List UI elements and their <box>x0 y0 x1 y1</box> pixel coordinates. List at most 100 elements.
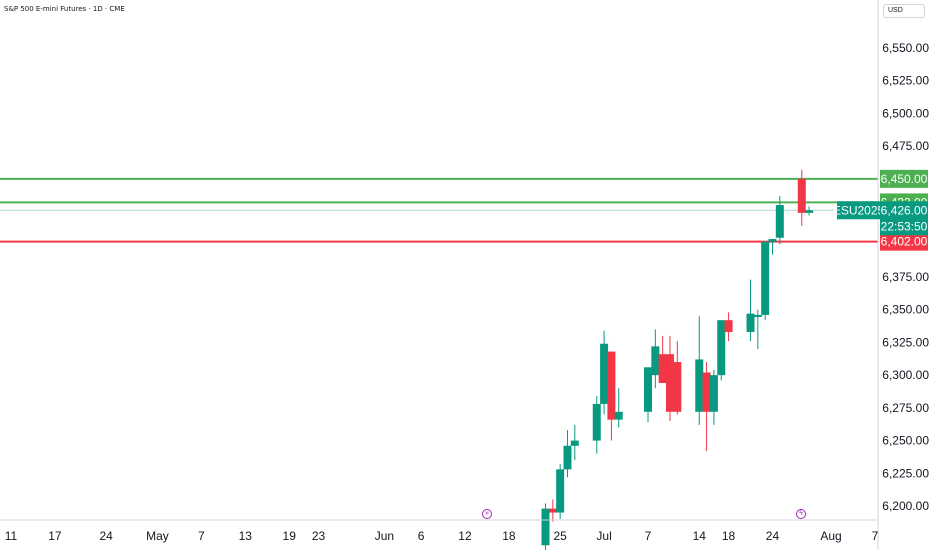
time-tick-label: 23 <box>312 529 326 543</box>
candle-body <box>717 320 726 376</box>
candle[interactable] <box>570 424 579 461</box>
candle[interactable] <box>614 388 623 428</box>
candle[interactable] <box>541 503 550 550</box>
candle-body <box>805 210 814 213</box>
candle-body <box>709 375 718 412</box>
candle-body <box>570 440 579 446</box>
time-tick-label: 17 <box>48 529 62 543</box>
candle[interactable] <box>600 330 609 415</box>
level-price-tag <box>880 169 928 188</box>
candle[interactable] <box>709 369 718 425</box>
price-tick-label: 6,375.00 <box>882 270 929 284</box>
candle-body <box>665 354 674 412</box>
candle[interactable] <box>658 335 667 383</box>
price-tick-label: 6,325.00 <box>882 335 929 349</box>
time-tick-label: Aug <box>820 529 841 543</box>
level-price-label: 6,450.00 <box>881 172 928 186</box>
candle[interactable] <box>724 312 733 342</box>
candle[interactable] <box>665 335 674 421</box>
candle[interactable] <box>651 329 660 389</box>
price-tick-label: 6,475.00 <box>882 139 929 153</box>
candle-body <box>702 372 711 412</box>
candle-body <box>775 205 784 238</box>
candle[interactable] <box>563 430 572 478</box>
currency-selector[interactable]: USD <box>883 4 925 18</box>
candle[interactable] <box>753 309 762 349</box>
candle[interactable] <box>548 499 557 522</box>
time-tick-label: 13 <box>239 529 253 543</box>
price-tick-label: 6,200.00 <box>882 499 929 513</box>
candle[interactable] <box>702 362 711 452</box>
candle[interactable] <box>673 341 682 415</box>
candle-body <box>768 239 777 242</box>
price-tick-label: 6,275.00 <box>882 401 929 415</box>
countdown-label: 22:53:50 <box>881 219 928 233</box>
candle-body <box>563 445 572 470</box>
candle-body <box>548 508 557 513</box>
candle-body <box>592 403 601 441</box>
earnings-event-icon[interactable]: ϟ <box>796 509 806 519</box>
current-price-tag <box>880 201 928 236</box>
time-tick-label: 6 <box>418 529 425 543</box>
chart-title: S&P 500 E-mini Futures · 1D · CME <box>4 5 125 13</box>
time-tick-label: 18 <box>722 529 736 543</box>
candle[interactable] <box>775 195 784 245</box>
candle[interactable] <box>805 206 814 216</box>
candle-body <box>614 411 623 420</box>
candlesticks <box>541 169 814 550</box>
price-tick-label: 6,550.00 <box>882 41 929 55</box>
time-tick-label: 24 <box>766 529 780 543</box>
time-tick-label: 7 <box>645 529 652 543</box>
symbol-tag <box>837 201 880 220</box>
time-tick-label: 25 <box>553 529 567 543</box>
symbol-label: ESU2025 <box>833 203 885 217</box>
horizontal-levels <box>0 177 878 243</box>
candle-body <box>658 354 667 383</box>
candle-body <box>724 320 733 332</box>
candle-body <box>541 508 550 546</box>
time-tick-label: 19 <box>283 529 297 543</box>
time-tick-label: 18 <box>502 529 516 543</box>
candle[interactable] <box>797 169 806 226</box>
candle[interactable] <box>695 316 704 425</box>
time-tick-label: 7 <box>198 529 205 543</box>
candle-body <box>600 343 609 404</box>
time-tick-label: Jun <box>375 529 394 543</box>
price-tick-label: 6,300.00 <box>882 368 929 382</box>
candle-body <box>761 241 770 315</box>
candle-body <box>556 469 565 513</box>
candle[interactable] <box>768 239 777 255</box>
candle-body <box>644 367 653 412</box>
candle[interactable] <box>761 241 770 321</box>
candle[interactable] <box>592 396 601 454</box>
price-axis: 6,200.00 6,225.00 6,250.00 6,275.00 6,300.00… <box>882 41 929 513</box>
price-tick-label: 6,350.00 <box>882 303 929 317</box>
time-tick-label: 14 <box>693 529 707 543</box>
candle[interactable] <box>717 320 726 381</box>
time-axis: 11 17 24 May 7 13 19 23 Jun 6 12 18 25 Jul 7 14 18 24 Aug 7 <box>5 529 879 543</box>
candle-body <box>673 362 682 412</box>
time-tick-label: Jul <box>596 529 611 543</box>
candle-body <box>753 314 762 317</box>
price-axis-labels: 6,450.006,432.006,402.00ESU20256,426.002… <box>833 169 928 251</box>
current-price-label: 6,426.00 <box>881 203 928 217</box>
price-tick-label: 6,525.00 <box>882 74 929 88</box>
dividend-event-icon[interactable]: » <box>482 509 492 519</box>
candle-body <box>746 313 755 332</box>
price-tick-label: 6,250.00 <box>882 434 929 448</box>
candle[interactable] <box>644 367 653 423</box>
candle[interactable] <box>746 279 755 342</box>
time-tick-label: 12 <box>458 529 472 543</box>
candle-body <box>797 178 806 213</box>
time-tick-label: 7 <box>872 529 879 543</box>
time-tick-label: 11 <box>5 529 18 543</box>
price-tick-label: 6,225.00 <box>882 466 929 480</box>
candle-body <box>607 351 616 420</box>
time-tick-label: 24 <box>100 529 114 543</box>
candle-body <box>695 359 704 412</box>
candle-body <box>651 346 660 376</box>
candle[interactable] <box>607 351 616 441</box>
time-tick-label: May <box>146 529 169 543</box>
candle[interactable] <box>556 464 565 520</box>
